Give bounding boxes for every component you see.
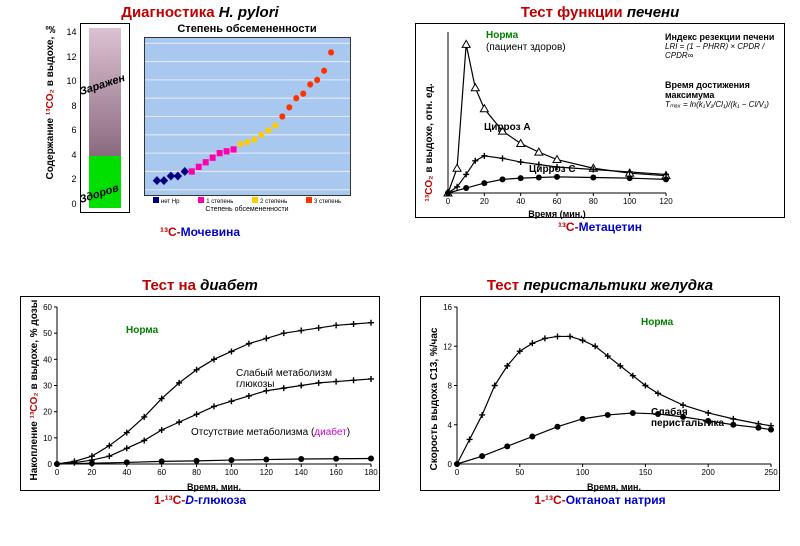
svg-text:20: 20: [43, 408, 52, 417]
svg-text:0: 0: [446, 197, 451, 206]
svg-text:80: 80: [589, 197, 598, 206]
svg-text:12: 12: [443, 342, 452, 351]
svg-text:40: 40: [43, 355, 52, 364]
svg-text:50: 50: [43, 329, 52, 338]
ylabel-a: Содержание ¹³CO₂ в выдохе, ‰: [45, 23, 56, 180]
svg-text:60: 60: [43, 303, 52, 312]
label-norm-b: Норма: [486, 30, 518, 41]
label-norm-c: Норма: [126, 325, 158, 336]
sub-c: 1-¹³C-D-глюкоза: [154, 493, 246, 507]
svg-text:Время, мин.: Время, мин.: [587, 482, 641, 492]
svg-text:20: 20: [480, 197, 489, 206]
chart-diabetes: Накопление ¹³CO₂ в выдохе, % дозы 020406…: [20, 296, 380, 491]
svg-text:8: 8: [448, 382, 453, 391]
svg-text:100: 100: [623, 197, 637, 206]
title-d: Тест перистальтики желудка: [487, 277, 713, 294]
sub-d: 1-¹³C-Октаноат натрия: [534, 493, 665, 507]
svg-text:40: 40: [122, 468, 131, 477]
label-none-c: Отсутствие метаболизма (диабет): [191, 427, 361, 438]
svg-text:100: 100: [576, 468, 590, 477]
label-cirrC: Цирроз C: [529, 164, 576, 175]
label-slow-d: Слабая перистальтика: [651, 407, 761, 429]
svg-text:60: 60: [157, 468, 166, 477]
svg-text:0: 0: [55, 468, 60, 477]
svg-text:200: 200: [702, 468, 716, 477]
svg-text:120: 120: [659, 197, 673, 206]
panel-gastric: Тест перистальтики желудка Скорость выдо…: [400, 273, 800, 546]
scatter-a: Степень обсемененности нет Hp1 степень2 …: [140, 23, 355, 213]
label-weak-c: Слабый метаболизм глюкозы: [236, 368, 356, 390]
bar-chart-a: 14121086420 Заражен Здоров: [66, 23, 129, 213]
svg-text:160: 160: [329, 468, 343, 477]
svg-text:80: 80: [192, 468, 201, 477]
panel-diabetes: Тест на диабет Накопление ¹³CO₂ в выдохе…: [0, 273, 400, 546]
svg-text:20: 20: [87, 468, 96, 477]
svg-text:140: 140: [295, 468, 309, 477]
svg-text:30: 30: [43, 382, 52, 391]
svg-text:150: 150: [639, 468, 653, 477]
svg-text:180: 180: [364, 468, 378, 477]
sub-a: ¹³C-Мочевина: [160, 225, 240, 239]
svg-text:0: 0: [448, 460, 453, 469]
svg-text:4: 4: [448, 421, 453, 430]
svg-text:0: 0: [455, 468, 460, 477]
svg-text:0: 0: [48, 460, 53, 469]
title-b: Тест функции печени: [521, 4, 680, 21]
right-labels-b: Индекс резекции печени LRI = (1 − PHRR) …: [665, 30, 780, 109]
svg-text:60: 60: [553, 197, 562, 206]
chart-liver: ¹³CO₂ в выдохе, отн. ед. 020406080100120…: [415, 23, 785, 218]
svg-text:40: 40: [516, 197, 525, 206]
svg-text:250: 250: [764, 468, 778, 477]
label-norm-d: Норма: [641, 317, 673, 328]
svg-text:50: 50: [515, 468, 524, 477]
title-c: Тест на диабет: [142, 277, 258, 294]
sub-b: ¹³C-Метацетин: [558, 220, 642, 234]
title-a: Диагностика H. pylori: [121, 4, 278, 21]
panel-liver: Тест функции печени ¹³CO₂ в выдохе, отн.…: [400, 0, 800, 273]
svg-text:16: 16: [443, 303, 452, 312]
panel-hpylori: Диагностика H. pylori Содержание ¹³CO₂ в…: [0, 0, 400, 273]
label-norm-sub-b: (пациент здоров): [486, 42, 566, 53]
label-cirrA: Цирроз A: [484, 122, 531, 133]
scatter-xlabel: Степень обсемененности: [140, 206, 355, 213]
scatter-title: Степень обсемененности: [140, 23, 355, 35]
svg-text:Время (мин.): Время (мин.): [528, 209, 585, 219]
svg-text:10: 10: [43, 434, 52, 443]
svg-text:100: 100: [225, 468, 239, 477]
chart-gastric: Скорость выдоха С13, %/час 0501001502002…: [420, 296, 780, 491]
svg-text:Время, мин.: Время, мин.: [187, 482, 241, 492]
svg-text:120: 120: [260, 468, 274, 477]
